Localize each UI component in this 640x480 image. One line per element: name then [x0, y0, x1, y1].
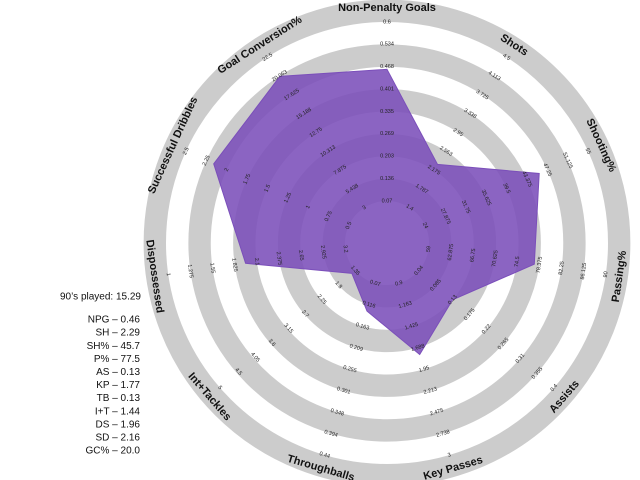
tick-label: 1.4 — [405, 203, 415, 212]
tick-label: 1.8 — [333, 280, 343, 290]
tick-label: 0.04 — [413, 265, 425, 277]
stat-line: SH% – 45.7 — [87, 341, 141, 352]
tick-label: 1.825 — [230, 258, 238, 272]
tick-label: 1.163 — [398, 300, 413, 310]
tick-label: 0.5 — [345, 221, 354, 230]
tick-label: 0.4 — [550, 383, 560, 393]
tick-label: 2.475 — [429, 408, 444, 418]
radar-area-group — [213, 68, 540, 356]
tick-label: 0.534 — [380, 42, 394, 48]
tick-label: 0.401 — [380, 87, 394, 93]
tick-label: 3.15 — [282, 323, 294, 335]
tick-label: 3.2 — [341, 245, 348, 253]
radar-area — [213, 68, 540, 356]
tick-label: 0.468 — [380, 64, 394, 70]
tick-label: 4.5 — [233, 367, 243, 377]
ring-band — [143, 0, 631, 480]
tick-label: 0.136 — [380, 176, 394, 182]
tick-label: 0.116 — [362, 300, 377, 310]
tick-label: 22.5 — [262, 52, 274, 63]
tick-label: 82.25 — [558, 261, 566, 275]
stat-line: KP – 1.77 — [96, 380, 140, 391]
tick-label: 55 — [584, 147, 592, 155]
tick-label: 2.25 — [316, 294, 328, 306]
tick-label: 0.348 — [330, 408, 345, 418]
tick-label: 2.25 — [202, 155, 212, 167]
tick-label: 0.22 — [481, 323, 493, 335]
tick-label: 0.255 — [342, 365, 357, 375]
tick-label: 2.7 — [300, 309, 310, 319]
tick-label: 1.425 — [404, 322, 419, 332]
tick-label: 1.5 — [263, 184, 272, 193]
tick-label: 3.6 — [267, 338, 277, 348]
tick-label: 3 — [362, 205, 368, 212]
tick-label: 78.375 — [536, 256, 544, 274]
tick-label: 0.31 — [515, 353, 527, 365]
stat-line: GC% – 20.0 — [86, 446, 141, 457]
tick-label: 1.35 — [349, 265, 361, 277]
tick-label: 0.6 — [383, 19, 391, 25]
tick-label: 2.65 — [297, 250, 304, 261]
tick-label: 0.335 — [380, 109, 394, 115]
stat-line: SH – 2.29 — [96, 328, 141, 339]
tick-label: 0.75 — [324, 210, 334, 222]
tick-label: 74.5 — [514, 256, 521, 267]
ring-band — [188, 44, 586, 442]
annotation: 90’s played: 15.29 — [60, 292, 141, 303]
tick-label: 70.625 — [491, 250, 499, 268]
tick-label: 24 — [421, 222, 429, 230]
tick-label: 39.5 — [501, 182, 511, 194]
tick-label: 62.875 — [447, 243, 455, 261]
tick-label: 2.738 — [436, 429, 451, 439]
tick-label: 4.5 — [501, 53, 511, 62]
tick-label: 2.95 — [452, 127, 464, 138]
stat-line: P% – 77.5 — [94, 354, 141, 365]
stat-line: SD – 2.16 — [96, 433, 141, 444]
tick-label: 0.301 — [336, 386, 351, 396]
tick-label: 86.125 — [580, 263, 588, 281]
tick-label: 1.55 — [208, 262, 215, 273]
tick-label: 0.07 — [382, 198, 393, 204]
tick-label: 59 — [426, 246, 433, 253]
tick-label: 0.203 — [380, 154, 394, 160]
tick-label: 1.95 — [418, 365, 430, 374]
tick-label: 47.25 — [541, 162, 552, 177]
tick-label: 0.269 — [380, 131, 394, 137]
tick-label: 5 — [216, 385, 223, 391]
tick-label: 2.375 — [275, 251, 283, 265]
tick-label: 1 — [305, 205, 312, 210]
stat-line: TB – 0.13 — [97, 393, 141, 404]
tick-label: 0.9 — [394, 280, 403, 288]
tick-label: 31.75 — [460, 200, 471, 215]
tick-label: 66.75 — [469, 248, 477, 262]
tick-label: 1.688 — [410, 343, 425, 353]
tick-label: 0.07 — [369, 279, 381, 288]
axis-label: Non-Penalty Goals — [338, 2, 436, 14]
tick-label: 0.163 — [355, 322, 370, 332]
tick-label: 0.394 — [323, 429, 338, 439]
tick-label: 1.275 — [186, 264, 194, 278]
tick-label: 4.05 — [249, 351, 261, 363]
tick-label: 1 — [165, 273, 171, 277]
tick-label: 2.1 — [253, 258, 260, 266]
tick-label: 90 — [603, 271, 610, 278]
tick-label: 2.925 — [319, 245, 327, 259]
tick-label: 2 — [224, 167, 231, 172]
tick-label: 1.75 — [242, 173, 252, 185]
tick-label: 3 — [447, 452, 452, 459]
stat-line: NPG – 0.46 — [88, 315, 141, 326]
tick-label: 0.209 — [349, 343, 364, 353]
tick-label: 1.25 — [283, 192, 293, 204]
tick-label: 0.44 — [319, 451, 331, 460]
stat-line: I+T – 1.44 — [95, 406, 141, 417]
tick-label: 0.13 — [447, 294, 459, 306]
stat-line: DS – 1.96 — [96, 419, 141, 430]
stat-line: AS – 0.13 — [96, 367, 140, 378]
tick-label: 2.213 — [423, 386, 438, 396]
tick-label: 2.5 — [182, 147, 191, 156]
axis-label: Goal Conversion% — [216, 14, 305, 77]
